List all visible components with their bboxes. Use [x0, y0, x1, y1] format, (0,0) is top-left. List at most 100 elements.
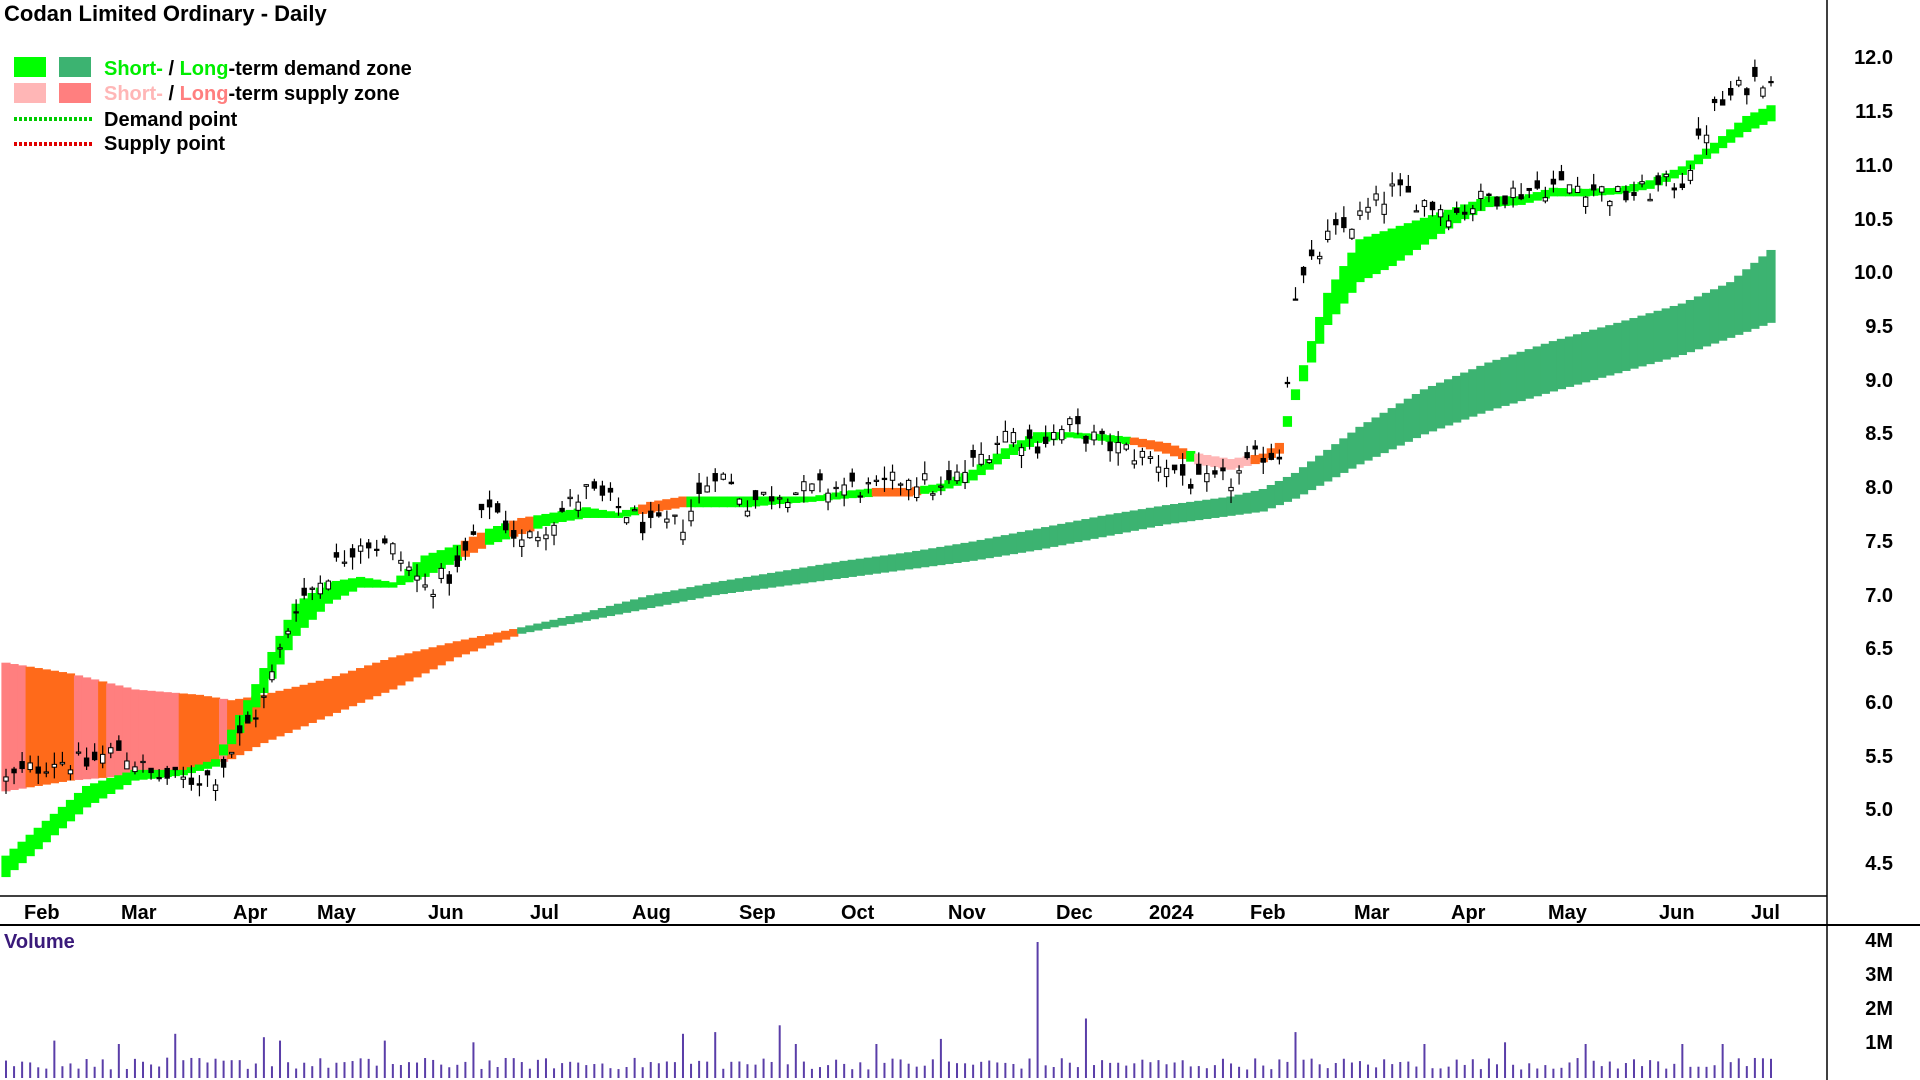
- long-term-zone-band: [1403, 398, 1413, 442]
- short-term-zone-band: [968, 469, 978, 481]
- candle-body: [535, 536, 541, 542]
- volume-bar: [166, 1057, 169, 1078]
- candle-body: [1719, 99, 1726, 106]
- candle-body: [793, 492, 799, 496]
- short-term-zone-band: [1605, 188, 1615, 195]
- volume-bar: [1391, 1064, 1394, 1078]
- short-term-zone-band: [557, 511, 567, 522]
- candle-body: [172, 766, 178, 771]
- long-term-zone-band: [33, 668, 43, 786]
- volume-bar: [1230, 1063, 1233, 1078]
- candle-body: [639, 521, 646, 534]
- volume-bar: [150, 1064, 153, 1078]
- long-term-zone-band: [1081, 519, 1091, 541]
- short-term-zone-band: [1161, 442, 1172, 454]
- long-term-zone-band: [904, 552, 914, 570]
- price-tick-label: 4.5: [1865, 853, 1893, 875]
- candle-body: [228, 751, 235, 755]
- candle-body: [1607, 200, 1613, 207]
- candle-body: [583, 484, 589, 487]
- short-term-zone-band: [621, 509, 632, 517]
- short-term-zone-band: [1387, 228, 1397, 267]
- candle-body: [1002, 430, 1009, 443]
- volume-bar: [633, 1057, 636, 1078]
- long-term-zone-band: [1242, 492, 1252, 514]
- volume-bar: [569, 1061, 572, 1078]
- long-term-zone-band: [694, 585, 704, 599]
- long-term-zone-band: [380, 660, 390, 693]
- long-term-zone-band: [791, 568, 801, 585]
- volume-bar: [1221, 1058, 1224, 1078]
- volume-bar: [665, 1061, 668, 1078]
- volume-bar: [1302, 1059, 1305, 1078]
- candle-body: [349, 548, 356, 558]
- volume-bar: [488, 1060, 491, 1078]
- short-term-zone-band: [122, 772, 132, 786]
- long-term-zone-band: [339, 673, 350, 710]
- month-label: May: [317, 902, 357, 924]
- candle-body: [212, 784, 219, 791]
- volume-bar: [512, 1058, 515, 1078]
- short-term-zone-band: [259, 668, 269, 694]
- volume-bar: [972, 1064, 975, 1078]
- long-term-zone-band: [73, 675, 84, 780]
- candle-body: [1171, 464, 1178, 471]
- long-term-zone-band: [855, 558, 865, 576]
- candle-body: [785, 502, 791, 508]
- volume-bar: [1520, 1069, 1523, 1078]
- long-term-zone-band: [1371, 417, 1381, 457]
- volume-tick-label: 2M: [1865, 998, 1893, 1020]
- volume-bar: [673, 1062, 676, 1078]
- volume-bar: [810, 1068, 813, 1078]
- candle-body: [1453, 208, 1460, 213]
- price-tick-label: 7.0: [1865, 585, 1893, 607]
- long-term-zone-band: [162, 692, 172, 773]
- candle-body: [1179, 464, 1186, 476]
- price-tick-label: 11.0: [1855, 155, 1893, 177]
- long-term-zone-band: [493, 632, 503, 643]
- long-term-zone-band: [1629, 318, 1639, 369]
- month-label: Mar: [1354, 902, 1390, 924]
- volume-bar: [1213, 1065, 1216, 1078]
- long-term-zone-band: [178, 693, 188, 772]
- candle-body: [269, 671, 275, 681]
- volume-bar: [1117, 1062, 1120, 1078]
- candle-body: [1494, 196, 1500, 207]
- candle-body: [19, 761, 25, 770]
- long-term-zone-band: [1516, 351, 1526, 402]
- legend-supply-zone-label: Short- / Long-term supply zone: [104, 83, 400, 105]
- long-term-zone-band: [41, 669, 51, 785]
- candle-body: [1188, 484, 1194, 489]
- candle-body: [1212, 470, 1218, 475]
- volume-tick-label: 3M: [1865, 964, 1893, 986]
- legend: Short- / Long-term demand zone Short- / …: [14, 57, 412, 155]
- short-term-zone-band: [1137, 438, 1147, 448]
- long-term-zone-band: [976, 539, 986, 560]
- candle-body: [511, 530, 517, 539]
- volume-bar: [383, 1040, 386, 1078]
- volume-bar: [1592, 1060, 1595, 1078]
- long-term-zone-band: [597, 608, 607, 618]
- volume-bar: [1544, 1065, 1547, 1078]
- long-term-zone-band: [1411, 394, 1421, 439]
- short-term-zone-band: [90, 783, 100, 803]
- volume-bar: [69, 1063, 72, 1078]
- candle-body: [817, 473, 823, 481]
- candle-body: [1010, 432, 1017, 444]
- long-term-zone-band: [1589, 329, 1599, 381]
- long-term-zone-band: [460, 639, 470, 655]
- candle-body: [688, 510, 694, 522]
- long-term-zone-band: [1218, 497, 1228, 517]
- long-term-zone-band: [1766, 249, 1776, 323]
- long-term-zone-band: [541, 621, 551, 629]
- candle-body: [333, 552, 340, 558]
- candle-body: [1510, 187, 1516, 199]
- candle-body: [1018, 447, 1025, 456]
- long-term-zone-band: [65, 673, 76, 781]
- volume-bar: [37, 1067, 40, 1078]
- short-term-zone-band: [1645, 180, 1655, 189]
- candle-body: [664, 518, 670, 523]
- volume-bar: [1608, 1061, 1611, 1078]
- short-term-zone-band: [1210, 456, 1220, 468]
- volume-bar: [1205, 1068, 1208, 1078]
